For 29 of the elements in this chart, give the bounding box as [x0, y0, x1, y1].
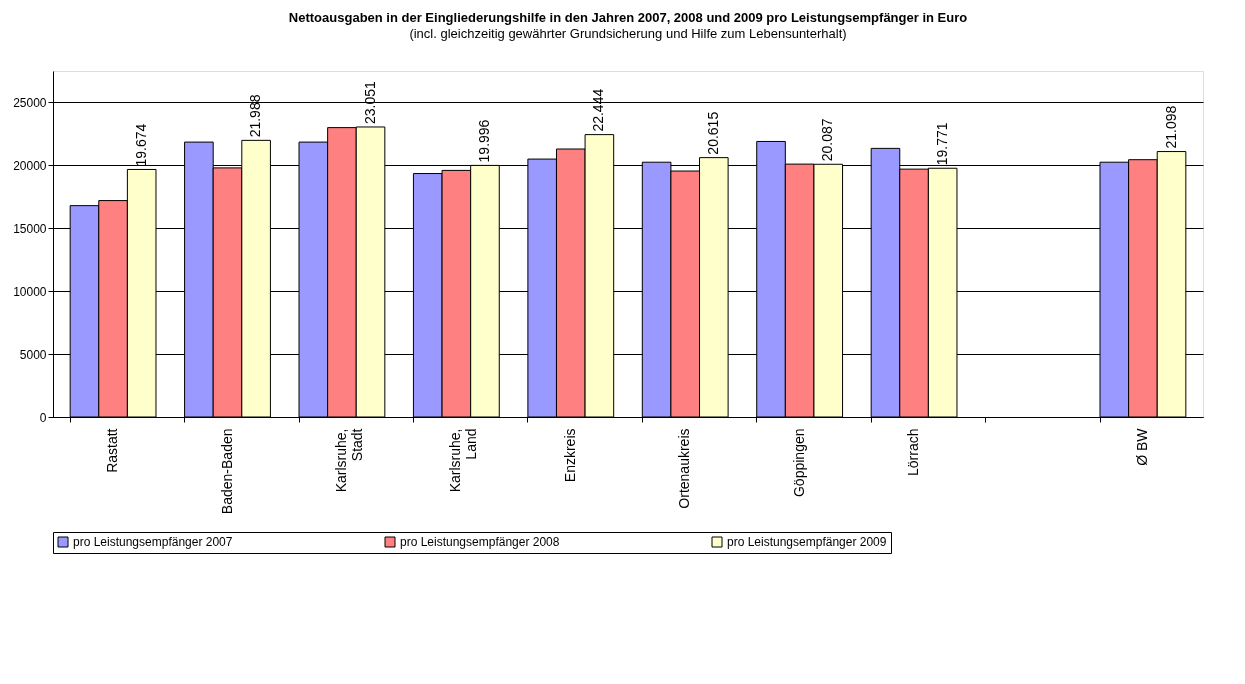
x-tick-label: Rastatt	[104, 428, 121, 473]
y-tick-label: 10000	[13, 284, 47, 299]
chart-subtitle: (incl. gleichzeitig gewährter Grundsicherung und Hilfe zum Lebensunterhalt)	[409, 26, 847, 41]
legend-label: pro Leistungsempfänger 2008	[400, 535, 560, 549]
x-tick-label: Göppingen	[790, 428, 807, 498]
data-label: 22.444	[590, 88, 607, 132]
x-tick-label: Lörrach	[905, 428, 922, 476]
y-tick-label: 0	[39, 410, 47, 425]
y-tick-label: 25000	[13, 95, 47, 110]
x-tick-label: Karlsruhe, Land	[447, 428, 480, 493]
y-tick-label: 5000	[19, 347, 47, 362]
data-label: 23.051	[361, 80, 378, 124]
y-tick-label: 20000	[13, 158, 47, 173]
data-label: 19.674	[132, 123, 149, 167]
data-label: 19.771	[933, 122, 950, 166]
x-tick-label: Baden-Baden	[218, 428, 235, 515]
chart-title: Nettoausgaben in der Eingliederungshilfe in den Jahren 2007, 2008 und 2009 pro Leistungsempfänger in Euro	[288, 10, 968, 25]
data-label: 19.996	[475, 119, 492, 163]
data-label: 20.087	[819, 118, 836, 162]
legend-label: pro Leistungsempfänger 2009	[727, 535, 887, 549]
x-tick-label: Enzkreis	[561, 428, 578, 483]
x-tick-label: Ortenaukreis	[676, 428, 693, 509]
legend-label: pro Leistungsempfänger 2007	[73, 535, 233, 549]
data-label: 20.615	[704, 111, 721, 155]
x-tick-label: Karlsruhe, Stadt	[332, 428, 365, 493]
x-tick-label: Ø BW	[1133, 427, 1150, 466]
data-label: 21.098	[1162, 105, 1179, 149]
data-label: 21.988	[247, 94, 264, 138]
y-tick-label: 15000	[13, 221, 47, 236]
